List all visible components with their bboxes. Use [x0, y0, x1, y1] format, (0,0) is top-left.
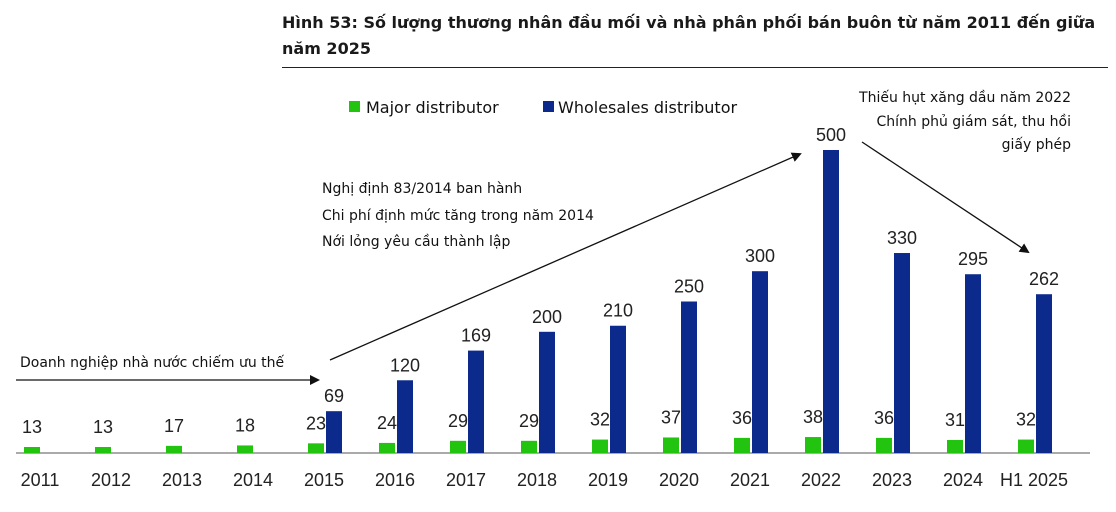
bar-wholesale-2020 [681, 301, 697, 453]
x-tick-2017: 2017 [446, 470, 486, 490]
legend: Major distributor Wholesales distributor [349, 98, 737, 117]
bar-major-2021 [734, 437, 750, 453]
x-tick-2012: 2012 [91, 470, 131, 490]
legend-swatch-wholesale [543, 101, 554, 112]
value-label-major-2022: 38 [803, 407, 823, 427]
x-tick-2014: 2014 [233, 470, 273, 490]
bar-major-2016 [379, 442, 395, 453]
value-label-wholesale-2017: 169 [461, 326, 491, 346]
bar-major-2015 [308, 443, 324, 453]
x-tick-2011: 2011 [21, 470, 60, 490]
value-label-wholesale-2020: 250 [674, 277, 704, 297]
value-label-major-2011: 13 [22, 417, 42, 437]
value-label-wholesale-2024: 295 [958, 249, 988, 269]
x-tick-2022: 2022 [801, 470, 841, 490]
annotations: Doanh nghiệp nhà nước chiếm ưu thế Nghị … [16, 89, 1071, 385]
annotation-decree-line-3: Nới lỏng yêu cầu thành lập [322, 234, 510, 250]
x-tick-2016: 2016 [375, 470, 415, 490]
bar-major-H1-2025 [1018, 439, 1034, 453]
value-label-major-2020: 37 [661, 407, 681, 427]
bar-major-2017 [450, 440, 466, 453]
value-label-major-2012: 13 [93, 417, 113, 437]
bar-major-2013 [166, 445, 182, 453]
value-label-major-2013: 17 [164, 416, 184, 436]
annotation-shortage-line-2: Chính phủ giám sát, thu hồi [876, 113, 1071, 130]
bar-wholesale-2024 [965, 274, 981, 453]
value-label-wholesale-H1-2025: 262 [1029, 269, 1059, 289]
value-label-wholesale-2023: 330 [887, 228, 917, 248]
bar-major-2022 [805, 437, 821, 453]
bar-wholesale-2017 [468, 350, 484, 453]
bar-wholesale-2018 [539, 331, 555, 453]
value-label-major-2019: 32 [590, 410, 610, 430]
bar-major-2024 [947, 439, 963, 453]
x-axis-ticks: 2011 2012 2013 2014 2015 2016 2017 2018 2019 2020… [21, 470, 1068, 490]
bar-major-2014 [237, 445, 253, 453]
value-label-major-2014: 18 [235, 415, 255, 435]
bar-wholesale-2019 [610, 325, 626, 453]
value-label-wholesale-2019: 210 [603, 301, 633, 321]
legend-swatch-major [349, 101, 360, 112]
bar-major-2011 [24, 447, 40, 453]
bar-wholesale-2015 [326, 411, 342, 453]
x-tick-H1-2025: H1 2025 [1000, 470, 1068, 490]
annotation-shortage-line-3: giấy phép [1002, 137, 1071, 153]
x-tick-2018: 2018 [517, 470, 557, 490]
value-label-major-2024: 31 [945, 410, 965, 430]
bars-group [24, 150, 1052, 453]
bar-wholesale-2023 [894, 253, 910, 453]
x-tick-2013: 2013 [162, 470, 202, 490]
bar-major-2018 [521, 440, 537, 453]
annotation-state-dominance: Doanh nghiệp nhà nước chiếm ưu thế [20, 354, 285, 371]
value-label-major-2017: 29 [448, 411, 468, 431]
value-label-major-2018: 29 [519, 411, 539, 431]
x-tick-2023: 2023 [872, 470, 912, 490]
value-label-major-H1-2025: 32 [1016, 410, 1036, 430]
bar-wholesale-2021 [752, 271, 768, 453]
bar-wholesale-H1-2025 [1036, 294, 1052, 453]
annotation-decree-line-1: Nghị định 83/2014 ban hành [322, 181, 522, 197]
value-label-wholesale-2021: 300 [745, 246, 775, 266]
value-label-wholesale-2015: 69 [324, 386, 344, 406]
x-tick-2024: 2024 [943, 470, 983, 490]
bar-major-2019 [592, 439, 608, 453]
bar-wholesale-2016 [397, 380, 413, 453]
annotation-shortage-line-1: Thiếu hụt xăng dầu năm 2022 [858, 89, 1071, 106]
arrow-shortage [861, 141, 1030, 254]
value-labels-group: 13 13 17 18 23 69 24 120 29 169 29 200 32 210 37 250 36 3… [22, 125, 1059, 437]
annotation-decree-line-2: Chi phí định mức tăng trong năm 2014 [322, 208, 594, 224]
value-label-major-2016: 24 [377, 413, 397, 433]
x-tick-2021: 2021 [730, 470, 770, 490]
chart-title: Hình 53: Số lượng thương nhân đầu mối và… [282, 13, 1096, 58]
legend-label-major: Major distributor [366, 98, 499, 117]
value-label-wholesale-2018: 200 [532, 307, 562, 327]
x-tick-2019: 2019 [588, 470, 628, 490]
value-label-major-2023: 36 [874, 408, 894, 428]
value-label-wholesale-2016: 120 [390, 355, 420, 375]
bar-major-2012 [95, 447, 111, 453]
bar-major-2020 [663, 437, 679, 453]
arrow-decree [329, 152, 802, 361]
value-label-wholesale-2022: 500 [816, 125, 846, 145]
x-tick-2020: 2020 [659, 470, 699, 490]
x-tick-2015: 2015 [304, 470, 344, 490]
bar-major-2023 [876, 437, 892, 453]
bar-wholesale-2022 [823, 150, 839, 453]
title-divider [282, 67, 1108, 68]
value-label-major-2015: 23 [306, 413, 326, 433]
legend-label-wholesale: Wholesales distributor [558, 98, 737, 117]
value-label-major-2021: 36 [732, 408, 752, 428]
